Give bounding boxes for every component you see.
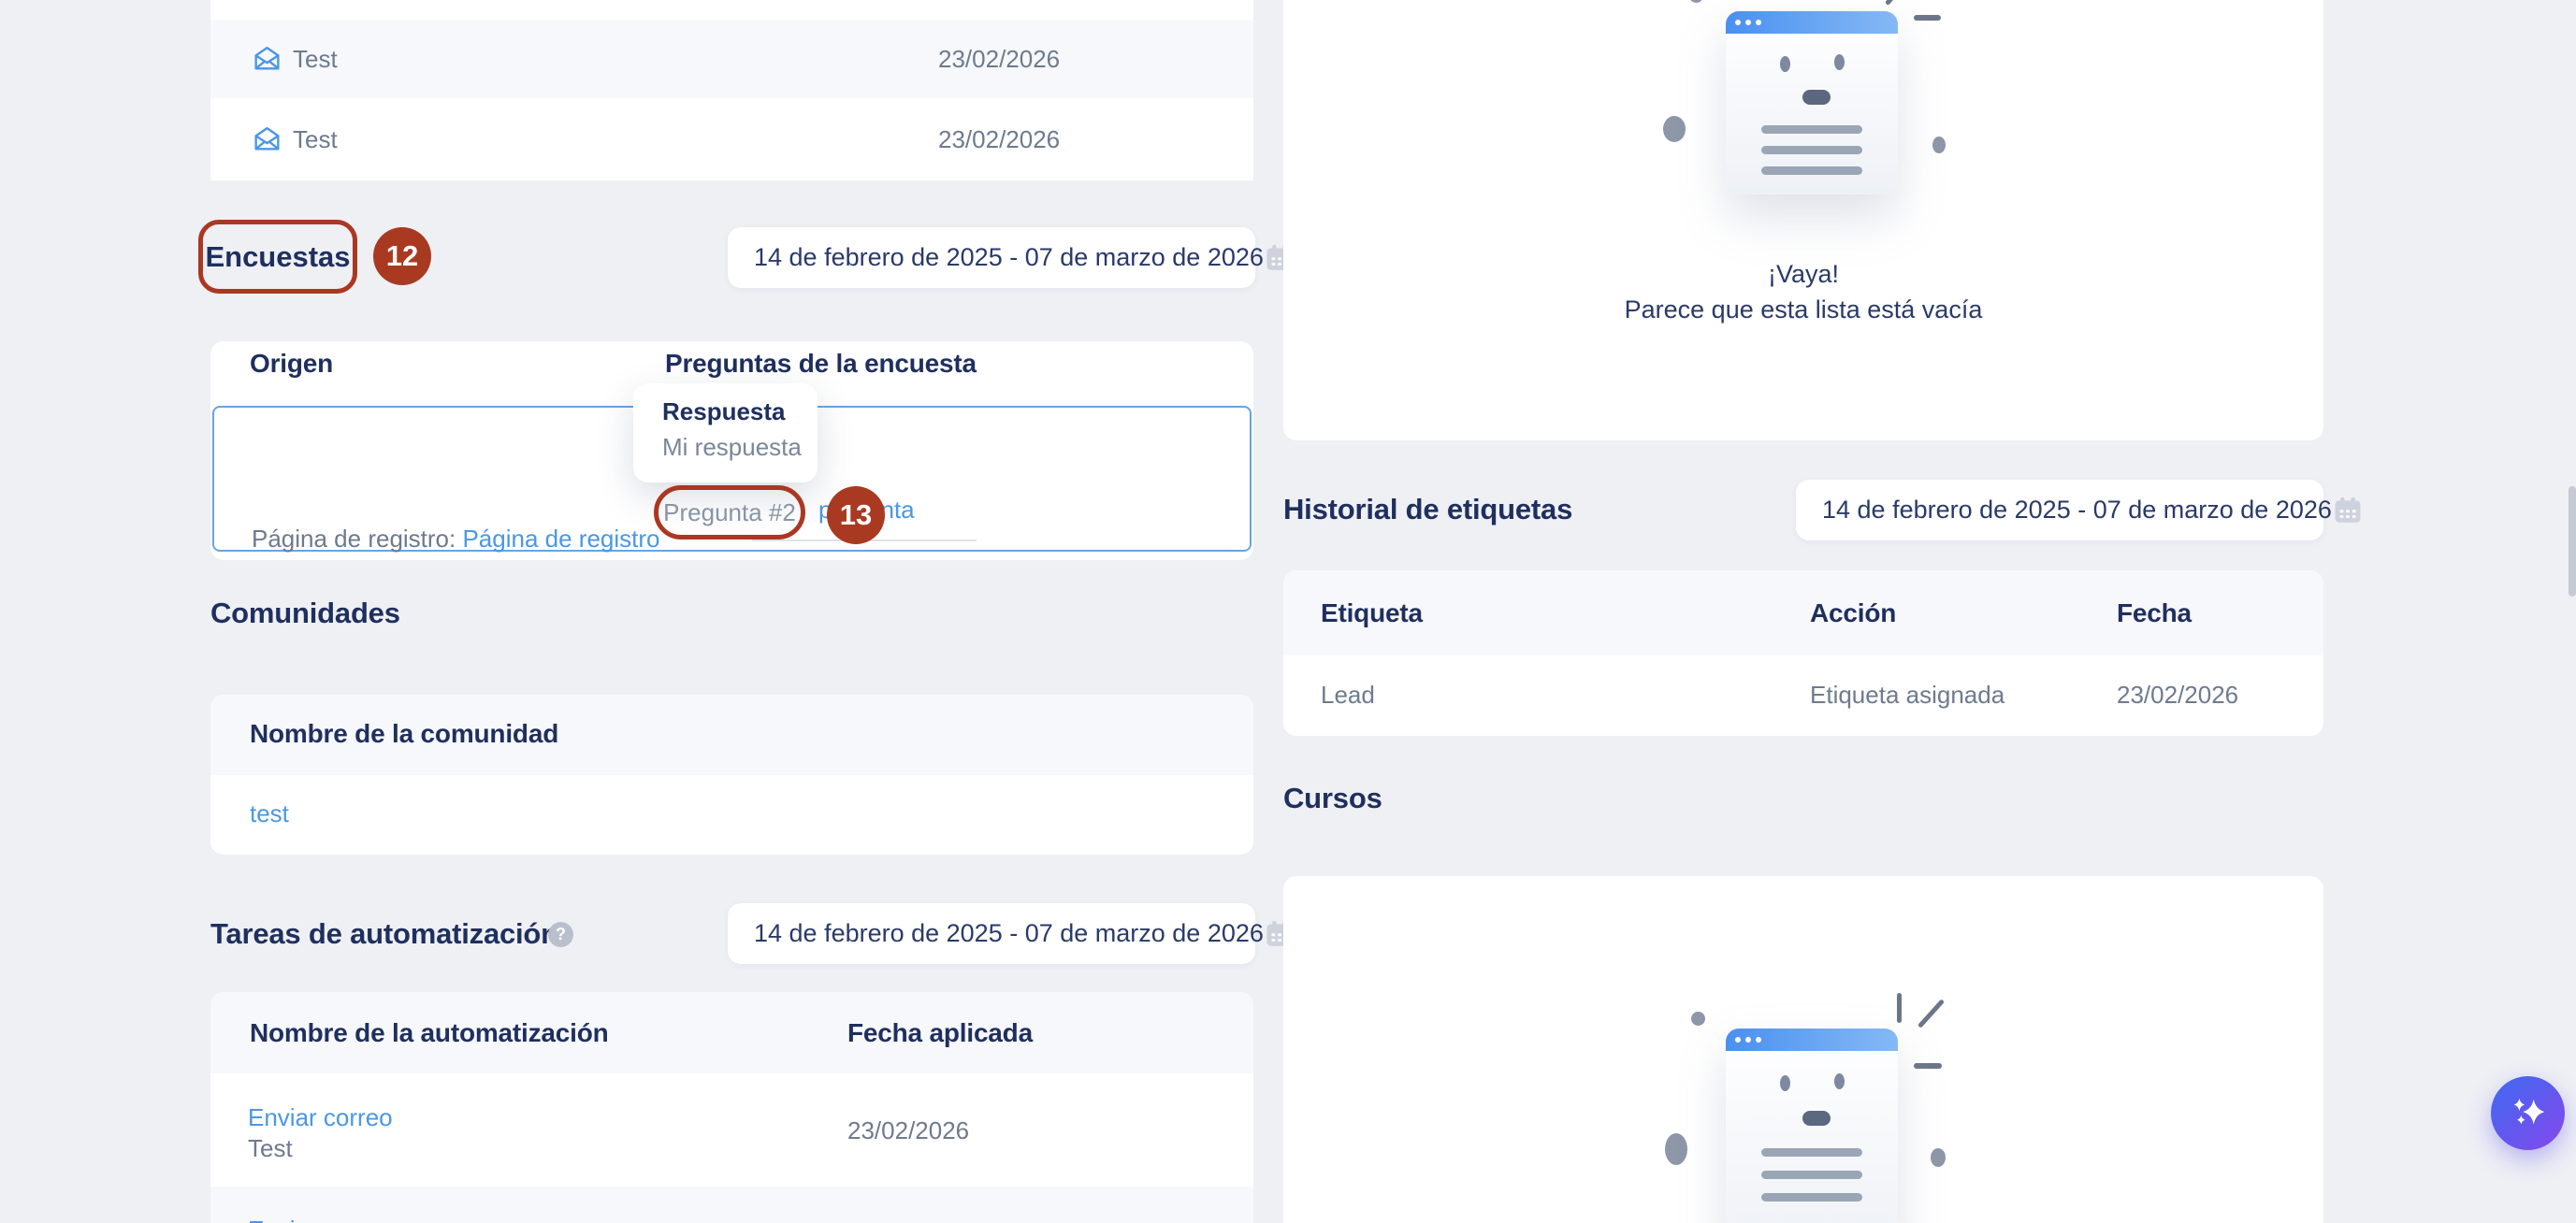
- automation-link[interactable]: Enviar correo: [248, 1216, 393, 1223]
- spark-dash: [1914, 1063, 1942, 1069]
- empty-state-illustration: [1283, 0, 2323, 440]
- section-title-historial: Historial de etiquetas: [1283, 493, 1573, 525]
- text-line: [1761, 166, 1862, 175]
- table-header-row: Etiqueta Acción Fecha: [1283, 570, 2323, 655]
- browser-bar: [1726, 1029, 1898, 1051]
- date-range-value: 14 de febrero de 2025 - 07 de marzo de 2…: [754, 919, 1264, 947]
- help-icon[interactable]: ?: [548, 922, 573, 947]
- decor-dot: [1689, 0, 1703, 3]
- automation-date: 23/02/2026: [847, 1116, 970, 1144]
- section-title-tareas: Tareas de automatización: [210, 917, 558, 950]
- date-range-picker-tareas[interactable]: 14 de febrero de 2025 - 07 de marzo de 2…: [728, 903, 1293, 964]
- text-line: [1761, 146, 1862, 154]
- empty-list-card: ¡Vaya! Parece que esta lista está vacía: [1283, 0, 2323, 440]
- community-link[interactable]: test: [250, 799, 289, 827]
- open-envelope-icon: [252, 44, 282, 78]
- empty-state-subtitle: Parece que esta lista está vacía: [1624, 295, 1983, 324]
- table-row: Test 23/02/2026: [210, 20, 1253, 98]
- table-row-clipped: Enviar correo: [210, 1187, 1253, 1223]
- column-header-fecha: Fecha: [2117, 598, 2192, 627]
- decor-dot: [1665, 1133, 1687, 1165]
- decor-dot: [1932, 137, 1946, 153]
- table-row: Test 23/02/2026: [210, 98, 1253, 180]
- etiquetas-table-card: Etiqueta Acción Fecha Lead Etiqueta asig…: [1283, 570, 2323, 736]
- text-line: [1761, 125, 1862, 134]
- column-header-etiqueta: Etiqueta: [1321, 598, 1423, 627]
- automation-table-card: Nombre de la automatización Fecha aplica…: [210, 992, 1253, 1223]
- automation-subtitle: Test: [248, 1134, 293, 1162]
- message-date: 23/02/2026: [938, 125, 1061, 153]
- tag-action: Etiqueta asignada: [1810, 681, 2005, 709]
- tooltip-header: Respuesta: [662, 397, 786, 425]
- spark-line: [1897, 993, 1902, 1023]
- browser-window-graphic: [1726, 11, 1898, 194]
- survey-origin-cell: Página de registro: Página de registro: [252, 525, 660, 554]
- message-name: Test: [293, 125, 338, 153]
- eye: [1834, 1073, 1845, 1089]
- decor-dot: [1691, 1012, 1705, 1026]
- spark-dash: [1914, 15, 1941, 21]
- text-line: [1761, 1193, 1862, 1201]
- mouth: [1802, 1111, 1831, 1126]
- calendar-icon: [2332, 495, 2364, 526]
- column-header-fecha-aplicada: Fecha aplicada: [847, 1018, 1033, 1047]
- eye: [1780, 56, 1790, 72]
- tag-name: Lead: [1321, 681, 1375, 709]
- encuestas-table-card: Origen Preguntas de la encuesta Página d…: [210, 341, 1253, 560]
- origin-label: Página de registro:: [252, 525, 463, 553]
- scrollbar-thumb[interactable]: [2569, 486, 2576, 597]
- column-header-accion: Acción: [1810, 598, 1897, 627]
- table-row: Lead Etiqueta asignada 23/02/2026: [1283, 655, 2323, 736]
- section-title-comunidades: Comunidades: [210, 597, 400, 629]
- table-row: Enviar correo Test 23/02/2026: [210, 1073, 1253, 1187]
- column-header-origen: Origen: [250, 349, 334, 378]
- eye: [1780, 1075, 1790, 1091]
- browser-window-graphic: [1726, 1029, 1898, 1223]
- automation-link[interactable]: Enviar correo: [248, 1103, 393, 1131]
- decor-dot: [1663, 116, 1686, 142]
- origin-link[interactable]: Página de registro: [462, 525, 660, 553]
- decor-dot: [1931, 1148, 1946, 1167]
- table-header-row: Nombre de la comunidad: [210, 695, 1253, 775]
- table-header-row: Nombre de la automatización Fecha aplica…: [210, 992, 1253, 1073]
- spark-line: [1884, 0, 1907, 7]
- date-range-value: 14 de febrero de 2025 - 07 de marzo de 2…: [1822, 496, 2332, 524]
- column-header-preguntas: Preguntas de la encuesta: [665, 349, 977, 378]
- annotation-badge-13: 13: [827, 486, 885, 544]
- browser-bar: [1726, 11, 1898, 34]
- tooltip-value: Mi respuesta: [662, 433, 802, 461]
- date-range-picker-encuestas[interactable]: 14 de febrero de 2025 - 07 de marzo de 2…: [728, 227, 1293, 288]
- mouth: [1802, 90, 1831, 105]
- text-line: [1761, 1171, 1862, 1179]
- message-name: Test: [293, 45, 338, 73]
- sparkles-icon: [2507, 1092, 2550, 1135]
- spark-line: [1917, 999, 1946, 1029]
- section-title-cursos: Cursos: [1283, 782, 1382, 814]
- table-row: test: [210, 775, 1253, 855]
- open-envelope-icon: [252, 124, 282, 158]
- messages-table-card: Test 23/02/2026 Test 23/02/2026: [210, 0, 1253, 180]
- empty-state-illustration: [1283, 876, 2323, 1223]
- annotation-box-13: Pregunta #2: [654, 485, 805, 540]
- column-header-automation-name: Nombre de la automatización: [250, 1018, 609, 1047]
- date-range-picker-historial[interactable]: 14 de febrero de 2025 - 07 de marzo de 2…: [1796, 480, 2361, 540]
- column-header-comunidad: Nombre de la comunidad: [250, 719, 559, 748]
- ai-assistant-fab[interactable]: [2491, 1076, 2565, 1150]
- eye: [1834, 54, 1845, 70]
- date-range-value: 14 de febrero de 2025 - 07 de marzo de 2…: [754, 243, 1264, 271]
- cursos-empty-card: [1283, 876, 2323, 1223]
- annotation-badge-12: 12: [373, 227, 431, 285]
- section-title-encuestas: Encuestas: [205, 239, 351, 273]
- annotation-box-12: Encuestas: [198, 220, 357, 294]
- tag-date: 23/02/2026: [2117, 681, 2239, 709]
- message-date: 23/02/2026: [938, 45, 1061, 73]
- survey-question-2[interactable]: Pregunta #2: [663, 497, 796, 526]
- comunidades-table-card: Nombre de la comunidad test: [210, 695, 1253, 855]
- text-line: [1761, 1148, 1862, 1157]
- empty-state-title: ¡Vaya!: [1767, 260, 1840, 288]
- answer-tooltip: Respuesta Mi respuesta: [633, 383, 818, 482]
